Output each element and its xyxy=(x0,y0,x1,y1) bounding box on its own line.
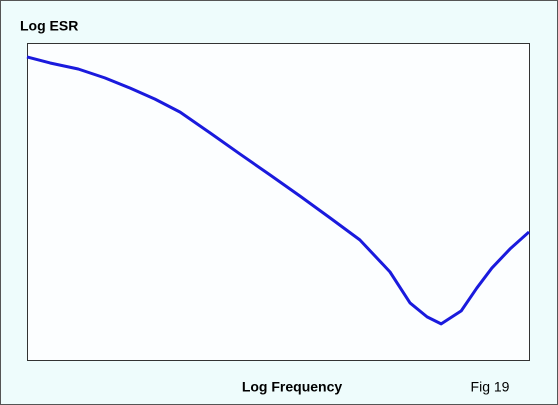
data-line xyxy=(26,55,531,326)
annotation: Fig 19 xyxy=(471,379,510,395)
plot-area xyxy=(27,43,530,361)
chart-title: Log ESR xyxy=(20,18,78,34)
x-axis-label: Log Frequency xyxy=(242,379,343,395)
